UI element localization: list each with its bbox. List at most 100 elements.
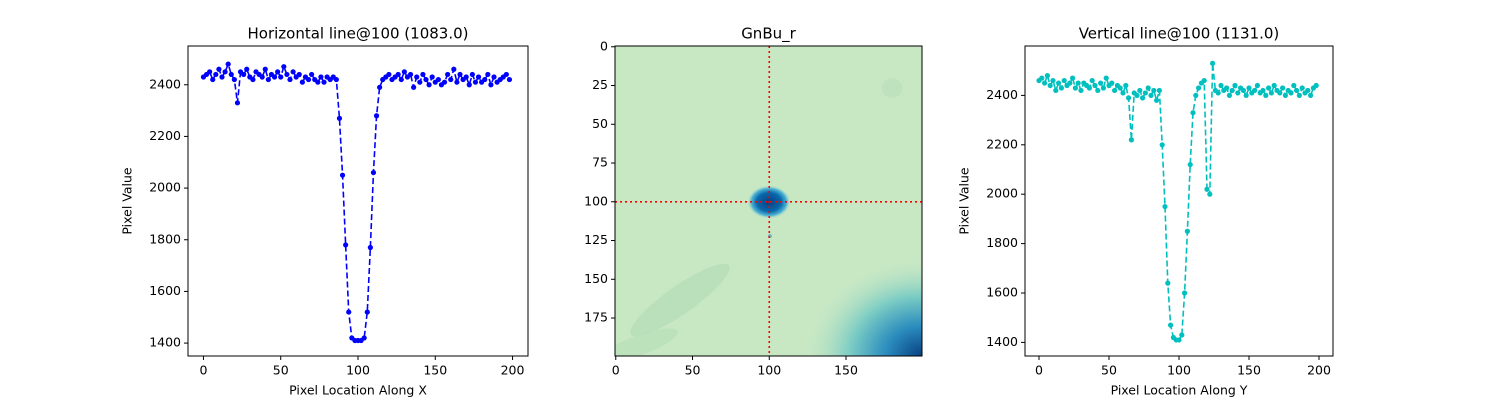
y-tick-label: 50 (592, 116, 608, 131)
data-point (1047, 82, 1053, 89)
x-tick-label: 150 (1237, 363, 1261, 378)
data-point (1271, 82, 1277, 89)
data-point (1243, 92, 1249, 99)
y-tick-label: 2000 (149, 180, 181, 195)
x-tick-label: 150 (834, 363, 858, 378)
data-point (435, 76, 441, 83)
data-point (278, 74, 284, 80)
data-point (318, 74, 324, 80)
y-tick-label: 125 (584, 232, 608, 247)
data-point (420, 71, 426, 78)
axes-frame (614, 45, 923, 357)
y-tick-label: 2000 (986, 186, 1018, 201)
y-tick-label: 100 (584, 193, 608, 208)
data-point (1086, 85, 1092, 91)
data-point (1126, 95, 1132, 101)
data-point (448, 76, 454, 83)
data-point (1095, 87, 1101, 94)
data-point (1291, 82, 1297, 89)
data-point (1140, 95, 1146, 101)
data-point (414, 74, 420, 80)
data-point (1187, 161, 1193, 168)
data-point (1182, 290, 1188, 296)
data-point (1159, 142, 1165, 148)
y-tick-label: 2400 (149, 76, 181, 91)
data-point (1184, 228, 1190, 234)
data-point (234, 100, 241, 106)
data-point (1042, 80, 1048, 86)
data-point (299, 79, 305, 85)
data-point (1075, 80, 1081, 86)
data-point (463, 74, 469, 80)
data-point (281, 64, 287, 70)
data-point (1308, 92, 1314, 99)
data-point (1151, 87, 1157, 94)
x-tick-label: 100 (757, 363, 781, 378)
data-point (377, 84, 383, 90)
data-point (1162, 203, 1168, 210)
axes-frame (187, 45, 529, 357)
data-point (503, 71, 509, 78)
data-point (1145, 85, 1151, 91)
data-point (213, 71, 219, 78)
data-point (411, 84, 417, 90)
data-point (1070, 75, 1076, 81)
data-point (1299, 85, 1305, 91)
data-point (1154, 97, 1160, 103)
data-point (506, 76, 513, 83)
chart-title: Vertical line@100 (1131.0) (1079, 25, 1280, 43)
data-point (1056, 80, 1062, 86)
y-tick-label: 1600 (986, 285, 1018, 300)
data-point (367, 244, 373, 251)
data-point (1142, 90, 1148, 96)
data-point (457, 71, 463, 78)
data-point (1168, 322, 1174, 328)
data-point (1296, 92, 1302, 99)
data-point (1098, 80, 1104, 86)
data-point (472, 79, 479, 85)
x-axis-label: Pixel Location Along Y (1111, 383, 1248, 398)
data-point (1193, 92, 1199, 99)
data-point (1190, 110, 1196, 116)
data-point (1039, 75, 1045, 81)
x-tick-label: 100 (1167, 363, 1191, 378)
data-point (361, 335, 367, 341)
data-point (1305, 87, 1311, 94)
data-point (466, 82, 472, 88)
data-point (1252, 87, 1258, 94)
data-point (296, 71, 302, 78)
data-point (284, 71, 290, 78)
data-point (398, 76, 404, 83)
data-point (1201, 77, 1207, 84)
y-tick-label: 175 (584, 310, 608, 325)
data-point (469, 71, 475, 78)
data-point (265, 76, 271, 83)
data-point (1165, 280, 1171, 286)
data-point (1232, 82, 1238, 89)
y-tick-label: 1400 (986, 334, 1018, 349)
data-point (1148, 92, 1154, 99)
x-tick-label: 100 (346, 363, 370, 378)
y-tick-label: 75 (592, 155, 608, 170)
data-point (1207, 191, 1213, 197)
data-point (482, 76, 488, 83)
x-tick-label: 200 (1307, 363, 1331, 378)
data-point (1156, 87, 1162, 94)
data-point (1176, 337, 1182, 343)
data-point (1235, 90, 1241, 96)
data-point (336, 115, 343, 121)
chart-title: GnBu_r (741, 25, 796, 44)
data-point (1092, 82, 1098, 89)
x-tick-label: 50 (1101, 363, 1117, 378)
data-point (321, 79, 327, 85)
heatmap-image (615, 46, 922, 356)
y-axis-label: Pixel Value (120, 167, 135, 235)
data-point (1229, 87, 1235, 94)
data-point (346, 309, 352, 315)
data-point (1117, 85, 1123, 91)
y-tick-label: 1400 (149, 335, 181, 350)
x-axis-label: Pixel Location Along X (289, 383, 427, 398)
data-point (364, 309, 370, 315)
data-point (1044, 73, 1050, 79)
